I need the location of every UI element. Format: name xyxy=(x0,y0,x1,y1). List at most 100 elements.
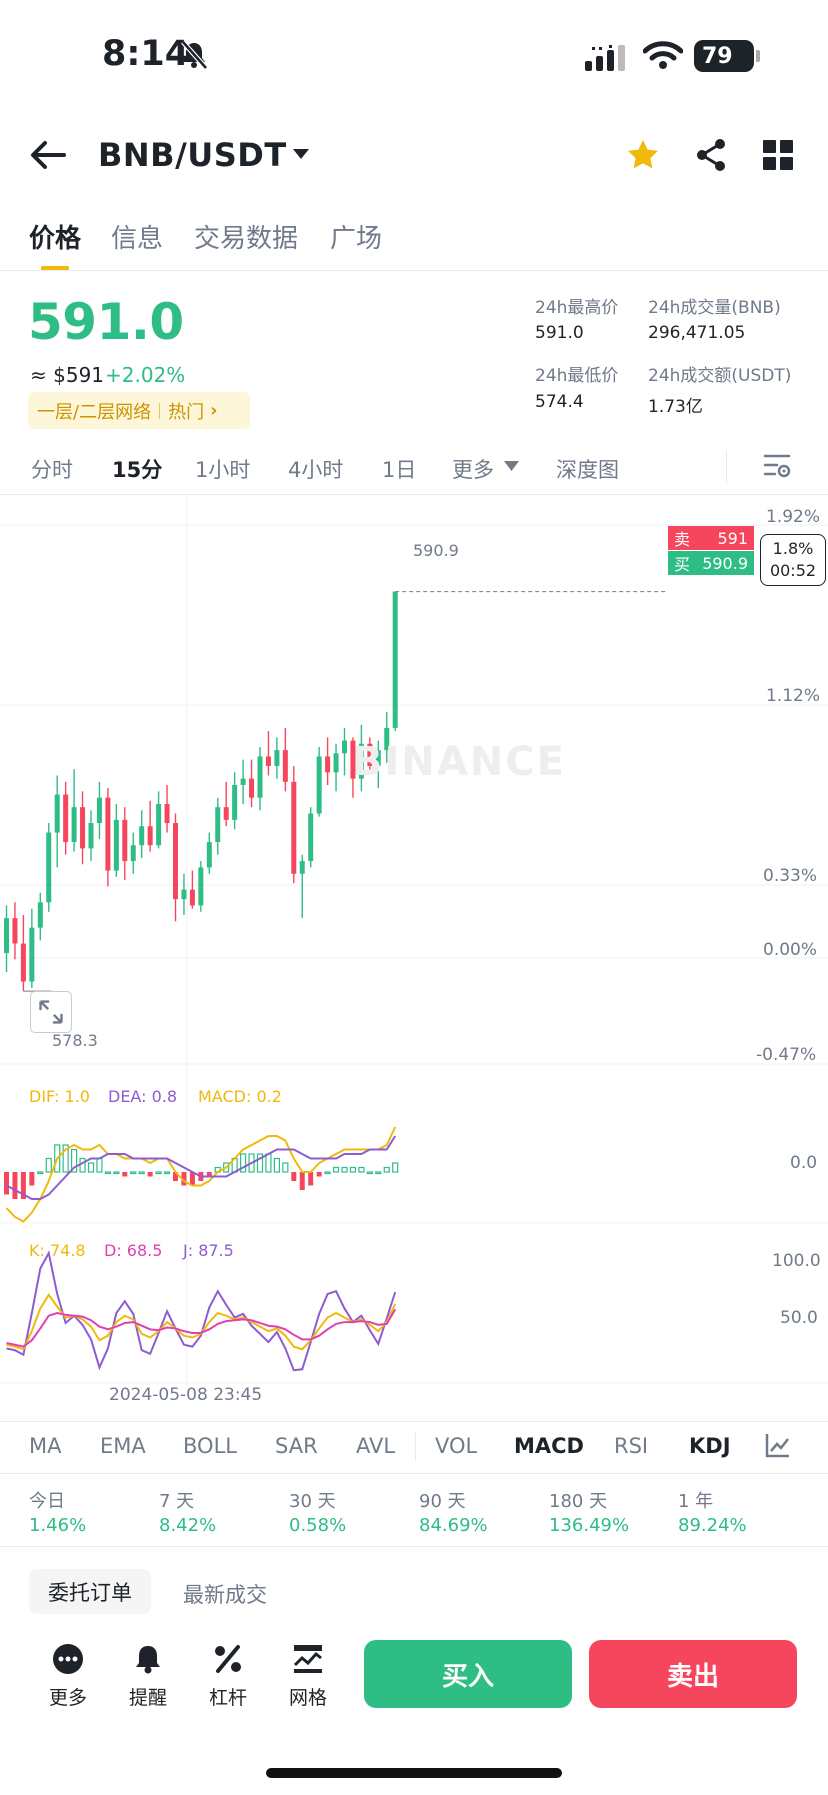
macd-histogram-bar xyxy=(130,1171,137,1175)
macd-histogram-bar xyxy=(4,1172,9,1195)
alert-label[interactable]: 提醒 xyxy=(128,1687,167,1709)
more-label[interactable]: 更多 xyxy=(48,1687,87,1709)
stat-24h-volume-bnb-value: 296,471.05 xyxy=(648,323,746,343)
grid-menu-icon[interactable] xyxy=(763,140,793,170)
macd-histogram-bar xyxy=(104,1171,112,1175)
more-dots-icon[interactable] xyxy=(52,1643,84,1675)
candle-body xyxy=(342,740,347,754)
timeframe-line[interactable]: 分时 xyxy=(31,458,73,482)
trading-pair-title[interactable]: BNB/USDT xyxy=(98,136,287,174)
crosshair-date-label: 2024-05-08 23:45 xyxy=(109,1385,263,1405)
indicator-ema[interactable]: EMA xyxy=(100,1434,146,1458)
candle-body xyxy=(164,804,170,824)
stat-24h-high-label: 24h最高价 xyxy=(535,298,619,318)
margin-percent-icon[interactable] xyxy=(212,1643,244,1675)
indicator-boll[interactable]: BOLL xyxy=(183,1434,237,1458)
perf-label-90d: 90 天 xyxy=(419,1491,466,1512)
indicator-avl[interactable]: AVL xyxy=(356,1434,396,1458)
candle-countdown: 1.8% 00:52 xyxy=(760,534,826,586)
timeframe-4h[interactable]: 4小时 xyxy=(288,458,344,482)
timeframe-depth-chart[interactable]: 深度图 xyxy=(556,458,619,482)
candle-body xyxy=(223,807,229,820)
macd-histogram-bar xyxy=(392,1162,399,1173)
macd-histogram-bar xyxy=(12,1172,18,1199)
tab-info[interactable]: 信息 xyxy=(111,224,164,254)
favorite-star-icon[interactable] xyxy=(626,138,660,172)
alert-bell-icon[interactable] xyxy=(132,1643,164,1675)
indicator-vol[interactable]: VOL xyxy=(435,1434,478,1458)
sell-button[interactable]: 卖出 xyxy=(589,1640,797,1708)
back-arrow-icon[interactable] xyxy=(30,138,66,172)
chart-settings-icon[interactable] xyxy=(763,453,791,479)
kdj-d-label: D: 68.5 xyxy=(104,1241,163,1260)
stat-24h-high-value: 591.0 xyxy=(535,323,584,343)
indicator-kdj[interactable]: KDJ xyxy=(689,1434,729,1458)
indicator-settings-icon[interactable] xyxy=(765,1432,791,1458)
tab-open-orders[interactable]: 委托订单 xyxy=(29,1569,151,1614)
macd-histogram-bar xyxy=(291,1172,297,1181)
macd-histogram-bar xyxy=(70,1148,78,1173)
candle-body xyxy=(308,813,314,862)
kdj-k-label: K: 74.8 xyxy=(29,1241,86,1260)
macd-histogram-bar xyxy=(79,1157,86,1173)
candle-body xyxy=(113,819,119,871)
macd-histogram-bar xyxy=(366,1171,373,1175)
kdj-axis-100: 100.0 xyxy=(772,1251,821,1271)
macd-histogram-bar xyxy=(324,1171,331,1175)
candle-body xyxy=(122,819,128,862)
tab-latest-trades[interactable]: 最新成交 xyxy=(183,1583,267,1607)
tab-price[interactable]: 价格 xyxy=(29,224,82,254)
perf-value-90d: 84.69% xyxy=(419,1515,488,1536)
grid-trading-icon[interactable] xyxy=(292,1643,324,1675)
price-chart[interactable] xyxy=(0,494,828,1414)
indicator-macd[interactable]: MACD xyxy=(514,1434,584,1458)
timeframe-1h[interactable]: 1小时 xyxy=(195,458,251,482)
hot-tag-label: 热门 xyxy=(168,401,205,423)
macd-histogram-bar xyxy=(163,1171,171,1175)
candle-body xyxy=(358,743,364,779)
candle-body xyxy=(265,756,271,766)
caret-down-icon[interactable] xyxy=(504,461,519,471)
macd-histogram-bar xyxy=(29,1172,35,1186)
macd-histogram-bar xyxy=(96,1157,103,1173)
axis-label: 0.00% xyxy=(763,940,818,960)
caret-down-icon[interactable] xyxy=(292,148,310,160)
timeframe-1d[interactable]: 1日 xyxy=(382,458,417,482)
candle-body xyxy=(206,842,212,868)
macd-histogram-bar xyxy=(265,1153,272,1173)
macd-histogram-bar xyxy=(341,1166,348,1173)
macd-histogram-bar xyxy=(256,1153,264,1173)
share-icon[interactable] xyxy=(694,138,728,172)
indicator-sar[interactable]: SAR xyxy=(275,1434,318,1458)
axis-label: -0.47% xyxy=(756,1045,817,1065)
macd-dif-line xyxy=(5,1126,397,1223)
stat-24h-low-label: 24h最低价 xyxy=(535,366,619,386)
bell-muted-icon xyxy=(181,40,208,70)
grid-label[interactable]: 网格 xyxy=(288,1687,327,1709)
tab-square[interactable]: 广场 xyxy=(330,224,383,254)
margin-label[interactable]: 杠杆 xyxy=(208,1687,247,1709)
sell-tag-label: 卖 xyxy=(674,530,691,549)
perf-label-7d: 7 天 xyxy=(159,1491,195,1512)
perf-label-1y: 1 年 xyxy=(678,1491,714,1512)
timeframe-more[interactable]: 更多 xyxy=(452,458,494,482)
candle-body xyxy=(181,889,187,900)
price-change-percent: +2.02% xyxy=(105,363,186,387)
macd-histogram-bar xyxy=(181,1172,187,1186)
usd-price: ≈ $591 xyxy=(30,363,105,387)
performance-divider xyxy=(0,1546,828,1547)
indicator-rsi[interactable]: RSI xyxy=(614,1434,649,1458)
fullscreen-button[interactable] xyxy=(30,991,72,1033)
macd-histogram-bar xyxy=(147,1172,153,1177)
tab-trading-data[interactable]: 交易数据 xyxy=(194,224,299,254)
macd-histogram-bar xyxy=(138,1171,145,1175)
macd-histogram-bar xyxy=(20,1172,26,1199)
candle-body xyxy=(20,943,26,982)
network-tag[interactable]: 一层/二层网络 热门 › xyxy=(28,392,250,429)
candle-body xyxy=(299,861,305,874)
indicator-ma[interactable]: MA xyxy=(29,1434,62,1458)
home-indicator[interactable] xyxy=(266,1768,562,1778)
timeframe-15m[interactable]: 15分 xyxy=(112,458,163,482)
buy-button[interactable]: 买入 xyxy=(364,1640,572,1708)
macd-dif-label: DIF: 1.0 xyxy=(29,1087,90,1106)
